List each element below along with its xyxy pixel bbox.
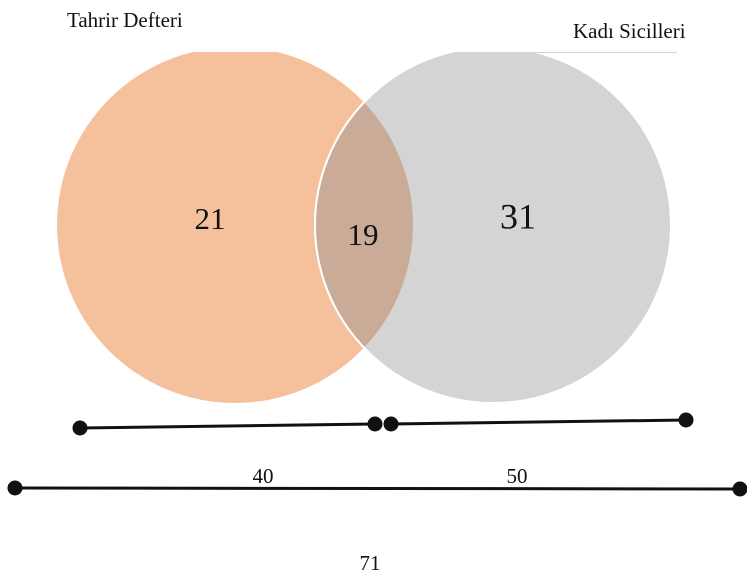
left-circle <box>57 52 413 403</box>
right-count: 31 <box>500 196 536 236</box>
endpoint <box>367 416 383 432</box>
endpoint <box>678 412 694 428</box>
span-lines <box>7 412 747 497</box>
overlap-count: 19 <box>348 217 379 252</box>
span-label: 40 <box>253 464 274 488</box>
left-count: 21 <box>195 201 226 236</box>
right-circle-top <box>477 52 677 53</box>
span-line <box>14 486 741 491</box>
circles <box>57 52 677 404</box>
endpoint <box>732 481 747 497</box>
left-label: Tahrir Defteri <box>67 8 183 32</box>
endpoint <box>7 480 23 496</box>
span-label: 50 <box>507 464 528 488</box>
endpoint <box>72 420 88 436</box>
span-label: 71 <box>360 551 381 575</box>
span-line <box>79 422 376 430</box>
span-line <box>390 418 687 426</box>
right-label: Kadı Sicilleri <box>573 19 686 43</box>
endpoint <box>383 416 399 432</box>
